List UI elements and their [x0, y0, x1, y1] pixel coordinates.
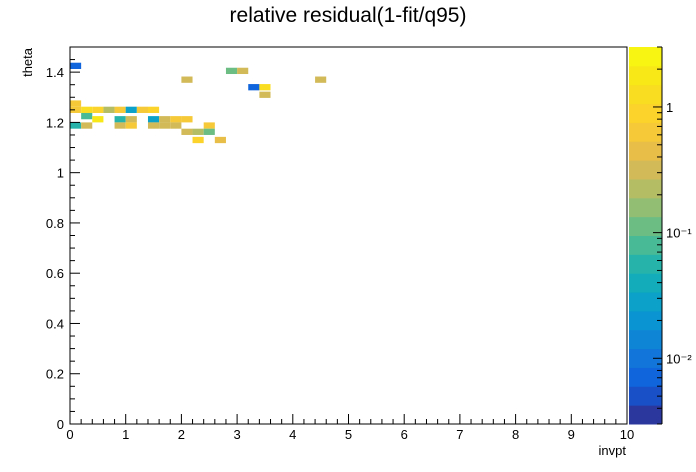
colorbar: 10⁻² 10⁻¹ 1 [629, 46, 692, 425]
colorbar-band [629, 84, 662, 105]
heatmap-cell [159, 122, 171, 129]
colorbar-band [629, 122, 662, 142]
heatmap-cell [147, 122, 160, 129]
heatmap-cell [170, 122, 182, 129]
heatmap-cell [192, 128, 204, 135]
colorbar-band [629, 178, 662, 199]
heatmap-cell [114, 116, 126, 123]
heatmap-cell [92, 116, 104, 123]
heatmap-cell [147, 116, 160, 123]
x-tick-label: 6 [401, 427, 408, 442]
colorbar-band [629, 254, 662, 274]
x-tick-label: 3 [233, 427, 240, 442]
heatmap-cell [181, 116, 193, 123]
colorbar-band [629, 160, 662, 180]
heatmap-cell [192, 136, 204, 144]
colorbar-tick-label: 10⁻² [666, 351, 692, 366]
heatmap-cell [181, 128, 193, 135]
colorbar-band [629, 348, 662, 368]
x-axis-title: invpt [599, 443, 627, 458]
colorbar-tick-label: 1 [666, 100, 673, 115]
y-tick-label: 0.2 [46, 367, 64, 382]
x-tick-label: 2 [178, 427, 185, 442]
heatmap-cell [159, 116, 171, 123]
colorbar-tick-label: 10⁻¹ [666, 226, 692, 241]
heatmap-cell [70, 100, 82, 107]
colorbar-band [629, 386, 662, 406]
y-axis: 0 0.2 0.4 0.6 0.8 1 1.2 1.4 [46, 46, 80, 432]
y-tick-label: 1.2 [46, 115, 64, 130]
colorbar-band [629, 273, 662, 293]
x-tick-label: 9 [568, 427, 575, 442]
colorbar-band [629, 216, 662, 236]
x-tick-label: 10 [620, 427, 634, 442]
heatmap-cell [114, 122, 126, 129]
heatmap-cell [81, 122, 93, 129]
colorbar-band [629, 103, 662, 123]
colorbar-band [629, 141, 662, 161]
colorbar-band [629, 47, 662, 67]
y-tick-label: 0 [57, 417, 64, 432]
heatmap-cell [203, 128, 215, 135]
heatmap-cell [315, 76, 327, 83]
chart-title: relative residual(1-fit/q95) [230, 4, 467, 27]
heatmap-cell [170, 116, 182, 123]
x-tick-label: 4 [289, 427, 296, 442]
heatmap-cell [81, 106, 93, 113]
colorbar-band [629, 235, 662, 255]
heatmap-cell [136, 106, 148, 113]
y-axis-title: theta [20, 47, 35, 77]
heatmap-cell [81, 112, 93, 120]
y-tick-label: 0.6 [46, 266, 64, 281]
heatmap-cell [248, 84, 260, 91]
heatmap-cell [259, 91, 271, 98]
x-tick-label: 0 [66, 427, 73, 442]
x-tick-label: 8 [512, 427, 519, 442]
x-tick-label: 1 [122, 427, 129, 442]
heatmap-cell [203, 122, 215, 129]
colorbar-band [629, 292, 662, 312]
colorbar-band [629, 65, 662, 86]
plot-frame [69, 46, 628, 425]
heatmap-cell [125, 122, 137, 129]
colorbar-band [629, 405, 662, 425]
heatmap-cell [147, 106, 160, 113]
heatmap-cell [92, 106, 104, 113]
heatmap-cell [125, 116, 137, 123]
heatmap-cell [125, 106, 137, 113]
heatmap-cells [70, 62, 327, 144]
heatmap-cell [259, 84, 271, 91]
y-tick-label: 0.8 [46, 216, 64, 231]
colorbar-band [629, 367, 662, 387]
y-tick-label: 1.4 [46, 65, 64, 80]
x-tick-label: 7 [456, 427, 463, 442]
heatmap-cell [214, 136, 226, 144]
heatmap-cell [103, 106, 115, 113]
heatmap-cell [70, 62, 82, 69]
heatmap-cell [225, 67, 238, 75]
heatmap-cell [181, 76, 193, 83]
heatmap-cell [114, 106, 126, 113]
colorbar-band [629, 197, 662, 218]
x-axis: 0 1 2 3 4 5 6 7 8 9 10 [66, 414, 634, 442]
heatmap-cell [70, 106, 82, 113]
x-tick-label: 5 [345, 427, 352, 442]
heatmap-cell [237, 67, 249, 75]
heatmap-cell [70, 122, 82, 129]
colorbar-band [629, 329, 662, 350]
y-tick-label: 1 [57, 166, 64, 181]
y-tick-label: 0.4 [46, 316, 64, 331]
colorbar-band [629, 310, 662, 331]
